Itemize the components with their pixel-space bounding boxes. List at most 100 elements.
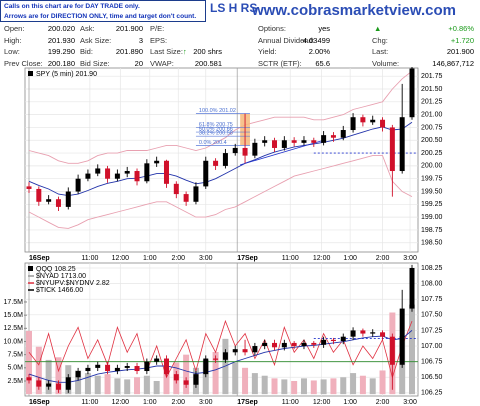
volume-bar xyxy=(45,359,52,395)
candle-body xyxy=(232,147,238,154)
candle-body xyxy=(321,135,327,143)
watermark: www.cobrasmarketview.com xyxy=(252,2,456,19)
volume-bar xyxy=(153,380,160,395)
x-tick-label: 1:00 xyxy=(343,255,357,262)
legend-swatch xyxy=(28,71,33,76)
volume-bar xyxy=(104,374,111,395)
candle-body xyxy=(291,140,297,143)
volume-bar xyxy=(163,367,170,395)
trend-line xyxy=(240,139,324,166)
candle-body xyxy=(389,336,395,365)
candle-body xyxy=(330,135,336,138)
candle-body xyxy=(399,308,405,365)
x-tick-label: 2:00 xyxy=(171,399,185,406)
candle-body xyxy=(134,366,140,372)
volume-bar xyxy=(340,377,347,395)
volume-bar xyxy=(379,370,386,395)
candle-body xyxy=(36,188,42,202)
y-tick-label: 200.00 xyxy=(421,163,443,170)
candle-body xyxy=(55,199,61,207)
fib-label: 50.0% 200.66 xyxy=(199,127,233,133)
legend-swatch xyxy=(28,266,33,271)
quote-value: 200 shrs xyxy=(193,47,222,56)
candle-body xyxy=(272,342,278,348)
candle-body xyxy=(134,171,140,182)
volume-bar xyxy=(212,352,219,395)
quote-label: Volume: xyxy=(372,58,400,68)
overlay-line xyxy=(28,330,413,383)
legend-label: $TICK 1466.00 xyxy=(36,287,83,294)
quote-value: 65.6 xyxy=(315,58,330,68)
quote-value: yes xyxy=(318,24,330,33)
y-tick-label: 201.00 xyxy=(421,111,443,118)
candle-body xyxy=(85,367,91,372)
icon: ↑ xyxy=(183,47,187,56)
x-tick-label: 11:00 xyxy=(81,255,98,262)
volume-bar xyxy=(55,357,62,395)
quote-label: Prev Close: xyxy=(4,58,43,68)
legend-label: SPY (5 min) 201.90 xyxy=(36,71,97,78)
candle-body xyxy=(360,117,366,123)
candle-body xyxy=(252,142,258,156)
candle-body xyxy=(46,199,52,202)
legend-label: $NYAD 1713.00 xyxy=(36,273,86,280)
candle-body xyxy=(124,366,130,368)
quote-value: 3 xyxy=(138,35,143,45)
candle-body xyxy=(262,140,268,143)
volume-bar xyxy=(84,373,91,395)
y-tick-label: 106.50 xyxy=(421,374,443,381)
y-tick-label: 200.75 xyxy=(421,124,443,131)
y-tick-label: 108.25 xyxy=(421,265,443,272)
y-tick-label: 107.00 xyxy=(421,343,443,350)
volume-bar xyxy=(232,362,239,395)
quote-label: Last: xyxy=(372,47,389,56)
candle-body xyxy=(380,119,386,128)
legend-label: QQQ 108.25 xyxy=(36,266,76,273)
candle-body xyxy=(222,153,228,166)
x-tick-label: 3:00 xyxy=(199,255,213,262)
x-tick-label: 16Sep xyxy=(29,399,50,406)
quote-value: +1.720 xyxy=(450,35,474,45)
quote-label: VWAP: xyxy=(150,58,174,68)
candle-body xyxy=(232,349,238,353)
x-tick-label: 12:00 xyxy=(112,255,130,262)
candle-body xyxy=(389,127,395,172)
quote-value: 200.581 xyxy=(194,58,222,68)
quote-label: P/E: xyxy=(150,24,165,33)
candle-body xyxy=(173,374,179,381)
candle-body xyxy=(163,358,169,375)
overlay-line xyxy=(28,121,413,197)
candle-body xyxy=(291,342,297,347)
icon: ▲ xyxy=(374,24,382,33)
candle-body xyxy=(114,367,120,372)
candle-body xyxy=(340,336,346,342)
y2-tick-label: 7.5M xyxy=(7,351,23,358)
x-tick-label: 12:00 xyxy=(313,255,331,262)
candle-body xyxy=(213,160,219,166)
y2-tick-label: 15.0M xyxy=(4,312,24,319)
candle-body xyxy=(350,117,356,131)
candle-body xyxy=(154,160,160,164)
quote-value: 146,867,712 xyxy=(432,58,474,68)
quote-label: Chg: xyxy=(372,35,388,45)
candle-body xyxy=(203,358,209,375)
candle-body xyxy=(409,267,415,309)
candle-body xyxy=(105,168,111,179)
x-tick-label: 11:00 xyxy=(282,255,299,262)
y2-tick-label: 10.0M xyxy=(4,338,24,345)
candle-body xyxy=(46,383,52,387)
y-tick-label: 107.50 xyxy=(421,312,443,319)
volume-bar xyxy=(271,378,278,395)
x-tick-label: 2:00 xyxy=(376,399,390,406)
volume-bar xyxy=(26,330,32,395)
volume-bar xyxy=(124,379,131,395)
candle-body xyxy=(272,140,278,148)
candle-body xyxy=(350,330,356,337)
x-tick-label: 11:00 xyxy=(282,399,299,406)
candle-body xyxy=(311,342,317,345)
quote-label: Low: xyxy=(4,47,20,56)
x-tick-label: 12:00 xyxy=(112,399,130,406)
candle-body xyxy=(311,140,317,143)
volume-bar xyxy=(114,378,121,395)
y-tick-label: 198.75 xyxy=(421,227,443,234)
